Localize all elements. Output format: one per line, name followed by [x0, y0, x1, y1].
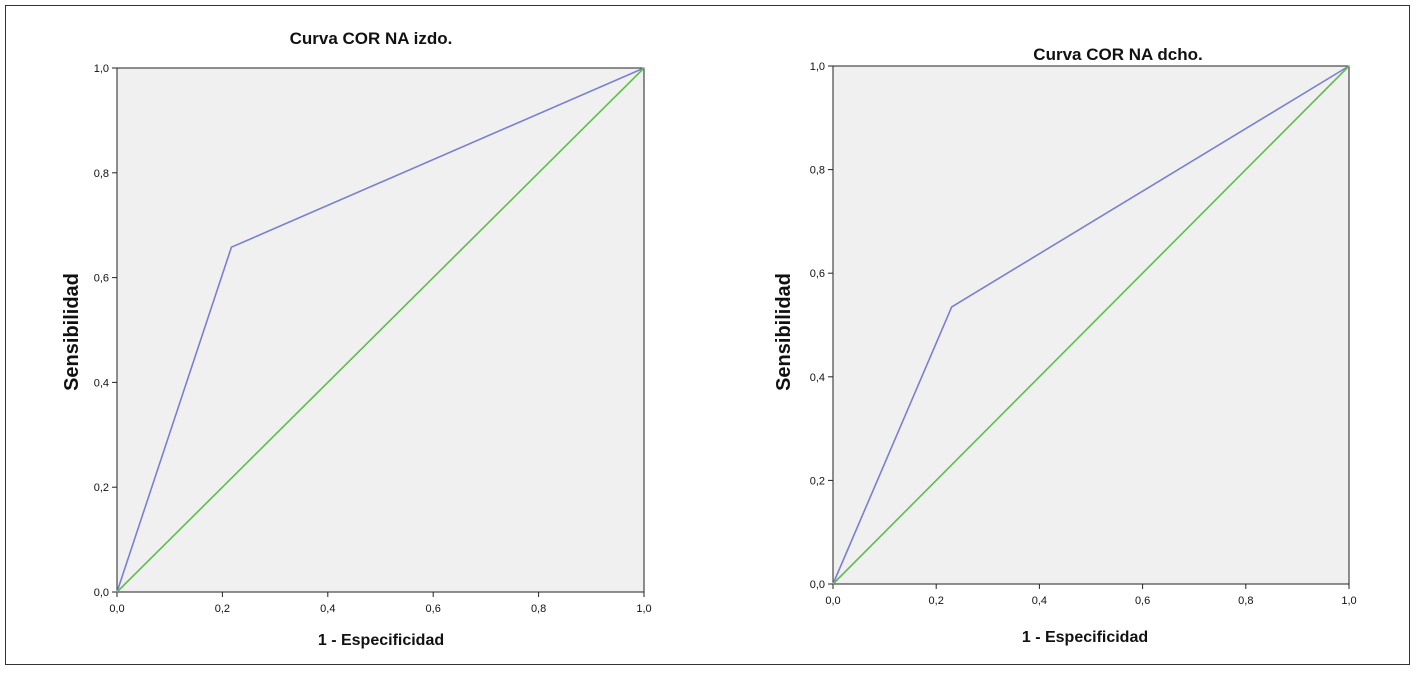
x-axis-label: 1 - Especificidad: [1022, 629, 1148, 646]
roc-chart-right-svg: Curva COR NA dcho. 1 - Especificidad Sen…: [773, 45, 1357, 646]
roc-curve-line: [116, 67, 645, 593]
x-tick-label: 0,0: [109, 603, 124, 615]
x-axis-label: 1 - Especificidad: [318, 632, 444, 649]
y-tick-label: 0,2: [94, 482, 109, 494]
y-tick-label: 1,0: [94, 63, 109, 75]
y-tick-label: 0,8: [810, 165, 825, 177]
y-tick-label: 0,6: [94, 273, 109, 285]
chart-title: Curva COR NA dcho.: [1033, 45, 1202, 64]
x-tick-label: 0,2: [215, 603, 230, 615]
x-tick-label: 0,4: [320, 603, 335, 615]
reference-diagonal-line: [116, 67, 645, 593]
x-tick-label: 0,4: [1032, 595, 1047, 607]
y-tick-label: 0,4: [94, 377, 109, 389]
x-tick-label: 0,0: [825, 595, 840, 607]
roc-chart-right: Curva COR NA dcho. 1 - Especificidad Sen…: [707, 0, 1409, 672]
y-tick-label: 0,8: [94, 168, 109, 180]
roc-chart-left: Curva COR NA izdo. 1 - Especificidad Sen…: [0, 0, 702, 672]
roc-curve-line: [832, 65, 1350, 585]
x-tick-label: 0,6: [426, 603, 441, 615]
y-tick-label: 0,4: [810, 372, 825, 384]
y-tick-label: 0,2: [810, 475, 825, 487]
y-tick-label: 0,6: [810, 268, 825, 280]
chart-title: Curva COR NA izdo.: [290, 29, 453, 48]
x-tick-label: 0,8: [1238, 595, 1253, 607]
y-tick-label: 0,0: [810, 579, 825, 591]
y-tick-label: 0,0: [94, 587, 109, 599]
roc-chart-left-svg: Curva COR NA izdo. 1 - Especificidad Sen…: [61, 29, 652, 649]
y-axis-label: Sensibilidad: [773, 273, 795, 391]
x-tick-label: 0,2: [929, 595, 944, 607]
x-tick-label: 0,8: [531, 603, 546, 615]
x-tick-label: 1,0: [1341, 595, 1356, 607]
y-tick-label: 1,0: [810, 61, 825, 73]
reference-diagonal-line: [832, 65, 1350, 585]
x-tick-label: 1,0: [636, 603, 651, 615]
x-tick-label: 0,6: [1135, 595, 1150, 607]
y-axis-label: Sensibilidad: [61, 273, 83, 391]
